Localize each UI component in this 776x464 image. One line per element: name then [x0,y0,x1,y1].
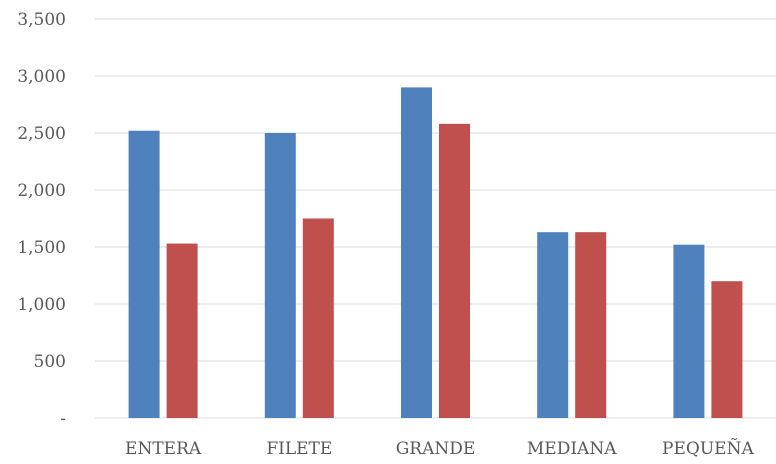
y-tick-label: 1,500 [17,238,66,258]
x-tick-label: PEQUEÑA [662,438,754,459]
bar-series-1-mediana [537,232,569,418]
y-tick-label: 1,000 [17,295,66,315]
x-tick-label: GRANDE [396,439,476,459]
gridlines [95,18,776,419]
bar-series-2-mediana [575,232,607,418]
bar-series-2-grande [439,123,470,418]
y-tick-label: 2,000 [17,181,66,201]
bar-series-2-entera [166,243,198,418]
bars [128,87,743,419]
x-tick-label: MEDIANA [527,439,617,459]
bar-series-2-pequeña [711,281,743,418]
bar-series-1-filete [264,133,296,418]
y-tick-label: 3,500 [17,10,66,30]
x-tick-label: FILETE [266,439,332,459]
y-tick-label: 2,500 [17,124,66,144]
bar-series-1-pequeña [673,244,705,418]
bar-series-1-grande [401,87,432,419]
x-tick-label: ENTERA [125,439,202,459]
y-tick-label: 500 [34,352,66,372]
y-axis-tick-labels: - 500 1,000 1,500 2,000 2,500 3,000 3,500 [17,10,66,429]
y-tick-label: - [60,409,66,429]
bar-series-1-entera [128,130,160,418]
x-axis-tick-labels: ENTERA FILETE GRANDE MEDIANA PEQUEÑA [125,438,754,459]
bar-series-2-filete [302,218,334,418]
y-tick-label: 3,000 [17,67,66,87]
